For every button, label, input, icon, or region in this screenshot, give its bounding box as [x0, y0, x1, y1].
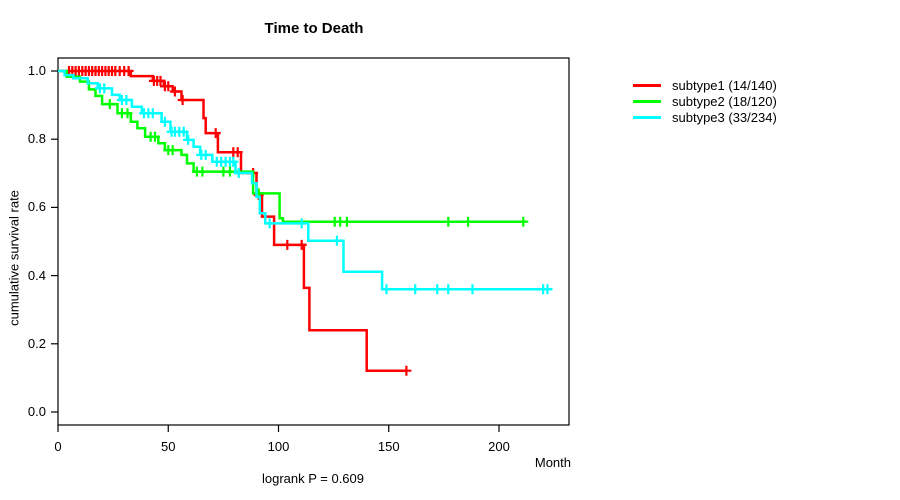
x-tick-label: 100	[267, 439, 290, 454]
censor-marks-subtype2	[104, 99, 529, 227]
x-axis-label: Month	[534, 455, 571, 470]
x-tick-label: 200	[488, 439, 510, 454]
legend-swatch-subtype1	[633, 83, 661, 87]
legend-swatch-subtype2	[633, 99, 661, 103]
legend-item-subtype2: subtype2 (18/120)	[633, 93, 777, 109]
y-tick-label: 0.8	[27, 131, 46, 147]
logrank-p-annotation: logrank P = 0.609	[261, 471, 365, 486]
legend-label-subtype2: subtype2 (18/120)	[672, 93, 777, 109]
survival-curve-subtype2	[58, 69, 526, 223]
legend-label-subtype3: subtype3 (33/234)	[672, 109, 777, 125]
x-tick-label: 0	[54, 439, 62, 454]
y-tick-label: 0.6	[27, 199, 46, 215]
y-tick-label: 0.2	[27, 335, 46, 351]
plot-box	[57, 57, 570, 426]
legend-item-subtype1: subtype1 (14/140)	[633, 77, 777, 93]
y-tick-label: 0.4	[27, 267, 46, 283]
x-tick-label: 50	[161, 439, 176, 454]
legend: subtype1 (14/140) subtype2 (18/120) subtyp…	[633, 77, 777, 125]
legend-item-subtype3: subtype3 (33/234)	[633, 109, 777, 125]
legend-swatch-subtype3	[633, 115, 661, 119]
legend-label-subtype1: subtype1 (14/140)	[672, 77, 777, 93]
y-tick-label: 1.0	[27, 63, 46, 78]
censor-marks-subtype3	[94, 83, 553, 295]
chart-title: Time to Death	[264, 20, 364, 37]
y-tick-label: 0.0	[27, 404, 46, 419]
x-tick-label: 150	[377, 439, 400, 454]
